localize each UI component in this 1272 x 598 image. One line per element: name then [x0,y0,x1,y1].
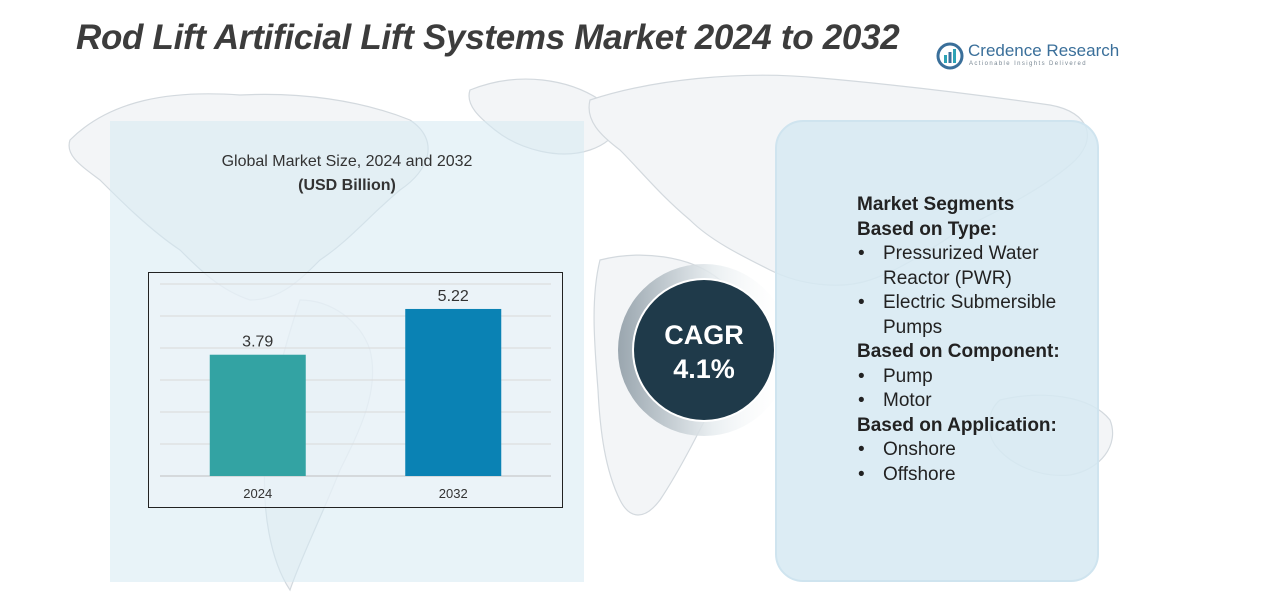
page-title: Rod Lift Artificial Lift Systems Market … [76,18,900,57]
segments-heading: Market Segments [857,194,1015,215]
cagr-ring-icon [618,264,790,436]
segment-group-title: Based on Type: [857,218,998,240]
chart-subtitle: Global Market Size, 2024 and 2032 [221,153,473,170]
cagr-badge [604,262,790,442]
segments-card [775,120,1099,582]
segment-item: Pump [857,365,1097,390]
chart-title-block: Global Market Size, 2024 and 2032 (USD B… [110,150,584,198]
cagr-text: CAGR 4.1% [633,318,775,386]
data-label-2024: 3.79 [242,334,273,351]
cagr-value: 4.1% [673,354,735,384]
logo-name: Credence Research [968,41,1120,60]
segment-group-title: Based on Component: [857,341,1060,362]
credence-research-logo[interactable]: Credence Research Actionable Insights De… [936,40,1126,72]
segment-item: Electric Submersible Pumps [857,291,1097,340]
segments-list: Market Segments Based on Type: Pressuriz… [857,193,1097,487]
x-tick-label-2032: 2032 [439,486,468,501]
logo-mark-icon [936,42,964,70]
logo-tagline: Actionable Insights Delivered [969,61,1087,67]
market-size-bar-chart: 3.79 2024 5.22 2032 [160,283,551,501]
segment-item: Pressurized Water Reactor (PWR) [857,242,1097,291]
chart-unit: (USD Billion) [298,177,396,194]
segment-item: Onshore [857,438,1097,463]
bar-2024 [209,354,306,476]
bar-2032 [405,308,502,476]
segment-item: Offshore [857,463,1097,488]
cagr-label: CAGR [664,320,744,350]
x-tick-label-2024: 2024 [243,486,272,501]
data-label-2032: 5.22 [438,288,469,305]
segment-item: Motor [857,389,1097,414]
segment-group-title: Based on Application: [857,414,1057,436]
